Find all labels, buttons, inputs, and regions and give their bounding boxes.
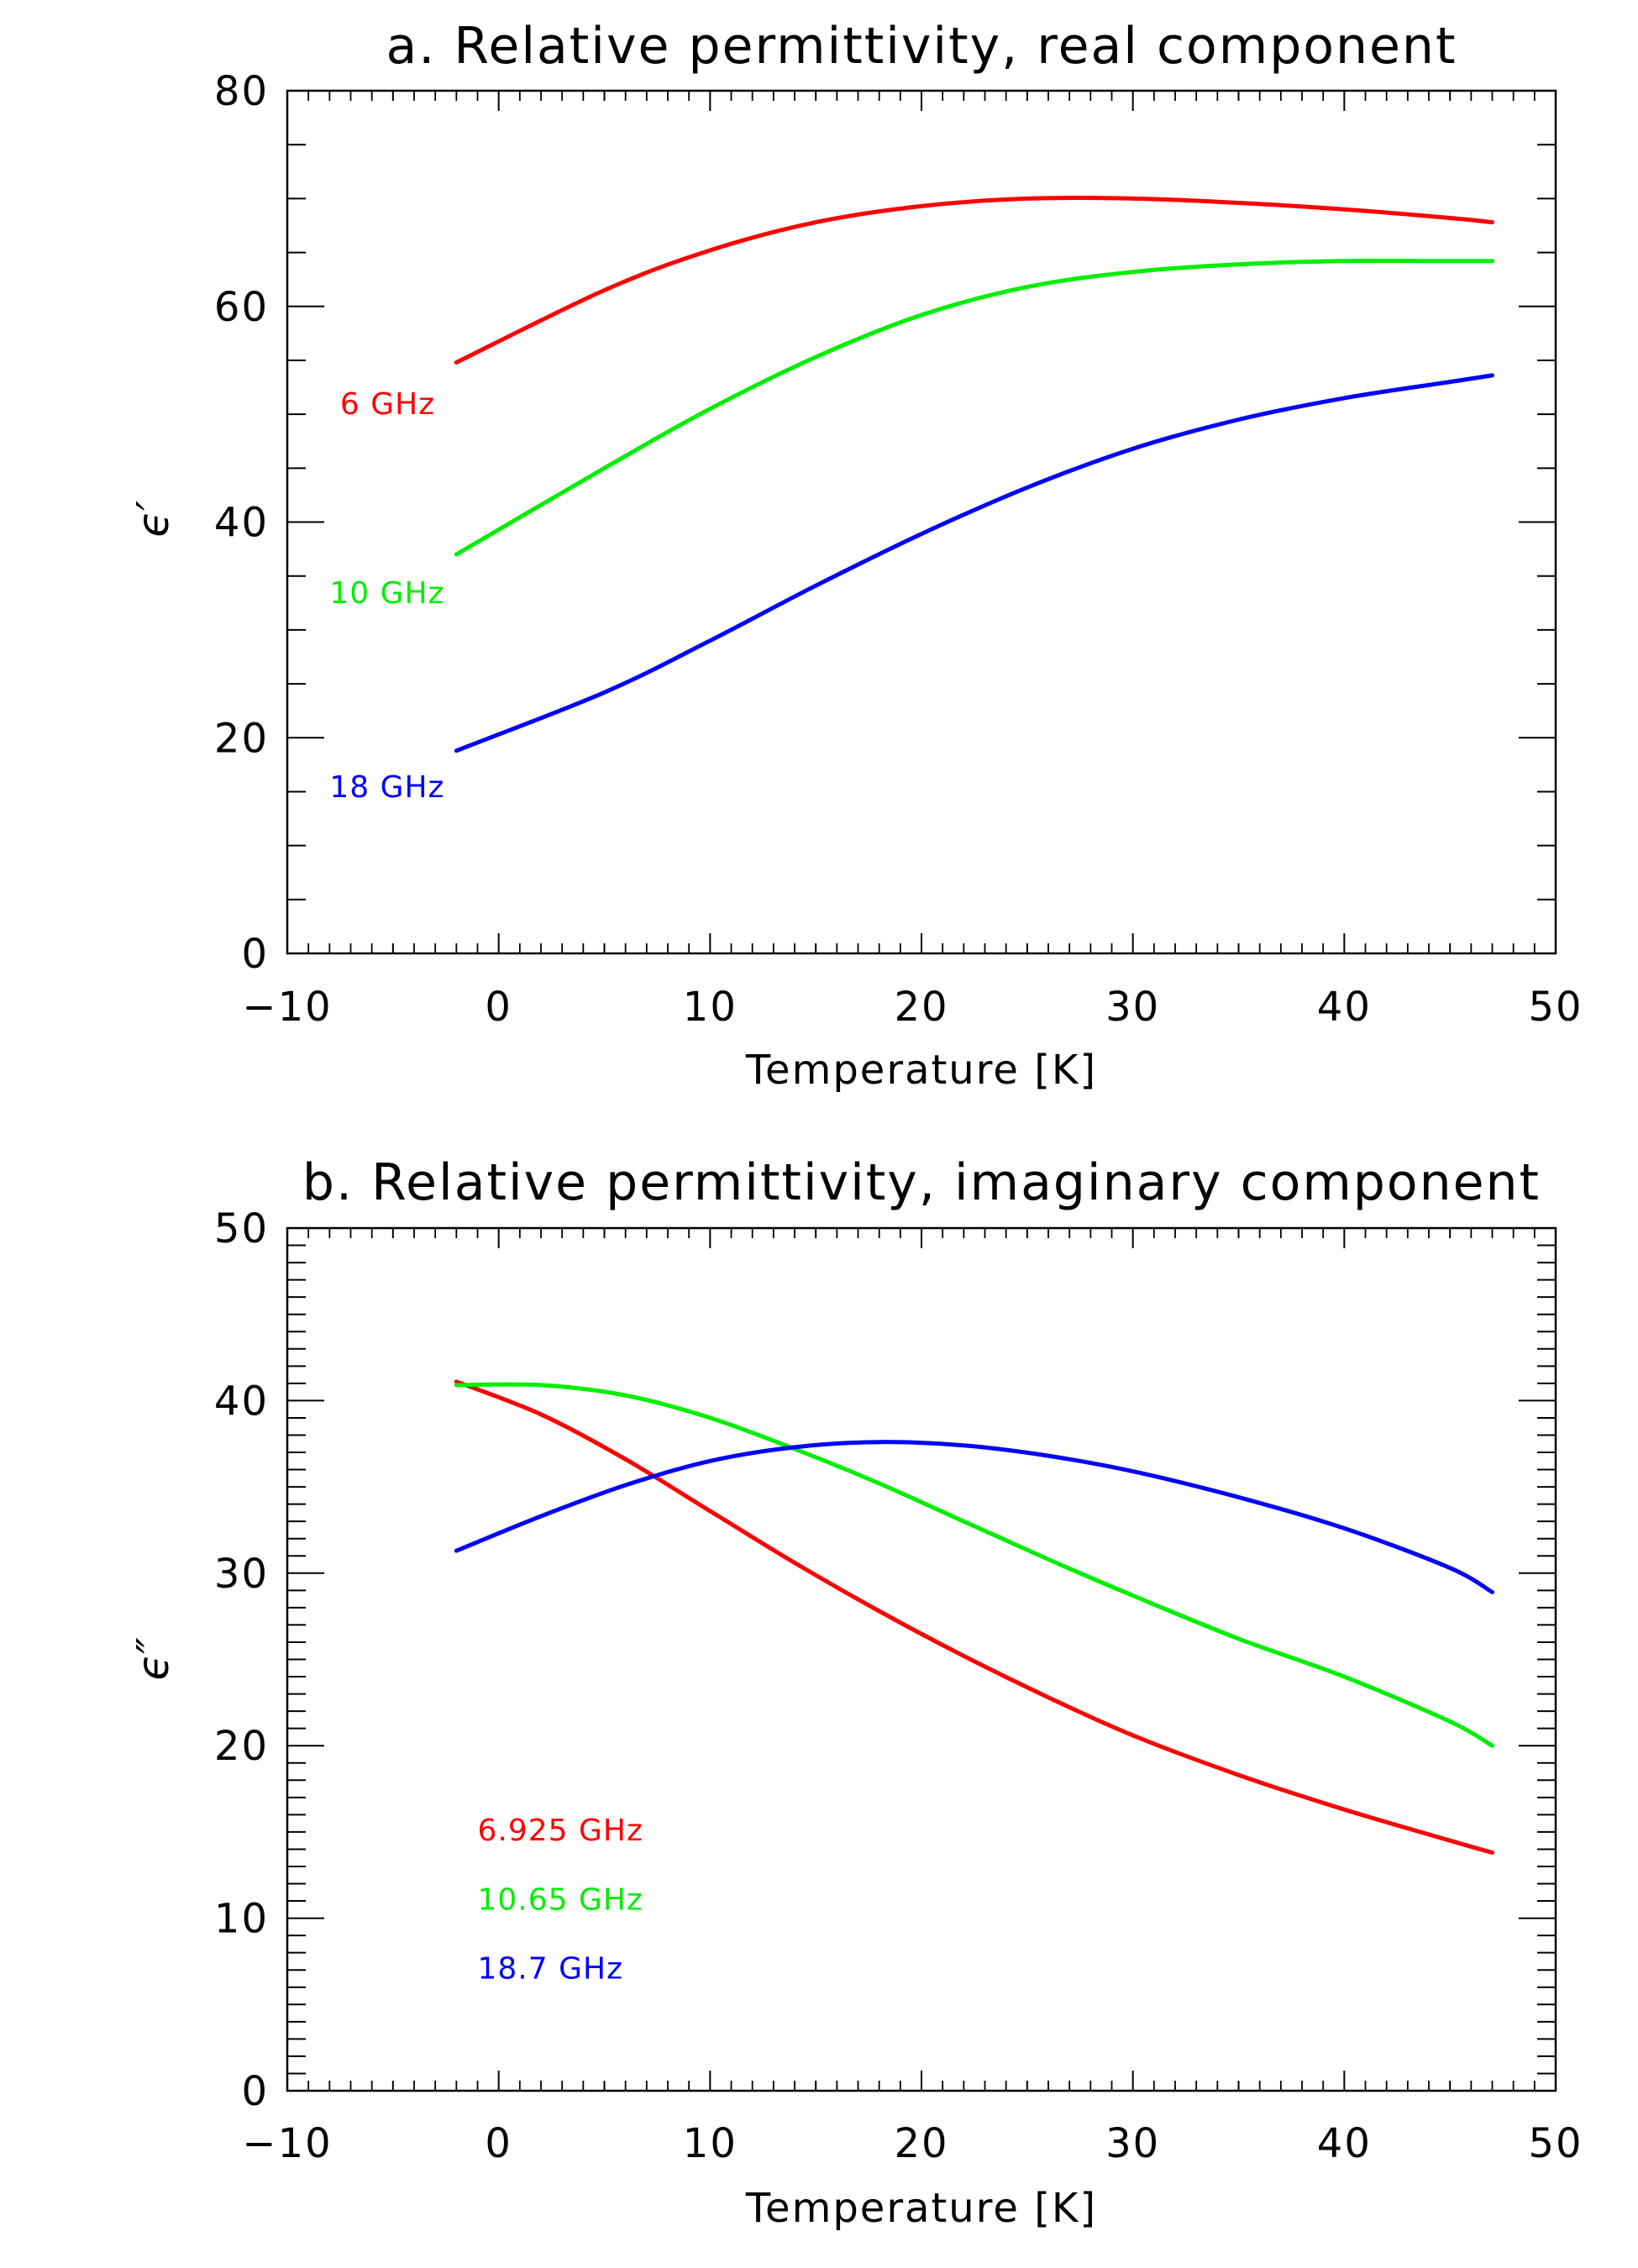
chart-b-ytick-label: 40 xyxy=(214,1378,269,1425)
chart-a-series-line-10-ghz xyxy=(454,259,1494,557)
chart-a-plot-frame xyxy=(286,89,1557,955)
chart-a: a. Relative permittivity, real component… xyxy=(129,17,1583,1094)
chart-b-ytick-label: 10 xyxy=(214,1896,269,1943)
chart-a-xtick-label: 50 xyxy=(1528,984,1583,1031)
chart-a-ytick-label: 40 xyxy=(214,500,269,547)
chart-a-xtick-label: 30 xyxy=(1105,984,1160,1031)
chart-b-series-line-6-925-ghz xyxy=(454,1379,1494,1855)
chart-a-xlabel: Temperature [K] xyxy=(745,1047,1097,1094)
chart-b-ytick-label: 20 xyxy=(214,1723,269,1770)
chart-b-ytick-label: 0 xyxy=(241,2068,269,2115)
chart-a-ytick-label: 0 xyxy=(241,931,269,978)
chart-a-ytick-label: 60 xyxy=(214,284,269,331)
chart-b-title: b. Relative permittivity, imaginary comp… xyxy=(302,1153,1541,1212)
chart-b-ytick-label: 30 xyxy=(214,1551,269,1598)
chart-a-ylabel: ϵ′ xyxy=(129,501,179,538)
chart-b-xtick-label: 20 xyxy=(894,2120,948,2167)
chart-b-xtick-label: 10 xyxy=(683,2120,738,2167)
chart-b-xtick-label: −10 xyxy=(242,2120,332,2167)
chart-a-xtick-label: 20 xyxy=(894,984,948,1031)
chart-b-series-line-10-65-ghz xyxy=(454,1382,1494,1748)
chart-a-title: a. Relative permittivity, real component xyxy=(386,17,1457,76)
chart-b-xlabel: Temperature [K] xyxy=(745,2185,1097,2232)
chart-a-xtick-label: 0 xyxy=(485,984,512,1031)
chart-a-series-label-18-ghz: 18 GHz xyxy=(329,770,444,805)
chart-b-series-label-6-925-ghz: 6.925 GHz xyxy=(478,1814,643,1848)
chart-b-xtick-label: 30 xyxy=(1105,2120,1160,2167)
chart-b-series-label-10-65-ghz: 10.65 GHz xyxy=(478,1882,643,1917)
chart-b-series-line-18-7-ghz xyxy=(454,1440,1494,1594)
chart-b-xtick-label: 0 xyxy=(485,2120,512,2167)
chart-a-ytick-label: 80 xyxy=(214,68,269,115)
chart-b-xtick-label: 50 xyxy=(1528,2120,1583,2167)
chart-a-series-line-6-ghz xyxy=(454,195,1494,365)
chart-b-ytick-label: 50 xyxy=(214,1205,269,1252)
chart-a-xtick-label: 40 xyxy=(1317,984,1372,1031)
chart-b-series-label-18-7-ghz: 18.7 GHz xyxy=(478,1951,623,1986)
chart-a-xtick-label: −10 xyxy=(242,984,332,1031)
chart-a-series-line-18-ghz xyxy=(454,373,1494,753)
chart-a-xtick-label: 10 xyxy=(683,984,738,1031)
chart-b: b. Relative permittivity, imaginary comp… xyxy=(129,1153,1583,2232)
chart-a-series-label-6-ghz: 6 GHz xyxy=(340,387,435,422)
chart-b-xtick-label: 40 xyxy=(1317,2120,1372,2167)
chart-a-series-label-10-ghz: 10 GHz xyxy=(329,576,444,611)
chart-a-ytick-label: 20 xyxy=(214,715,269,762)
chart-b-ylabel: ϵ″ xyxy=(129,1637,179,1681)
